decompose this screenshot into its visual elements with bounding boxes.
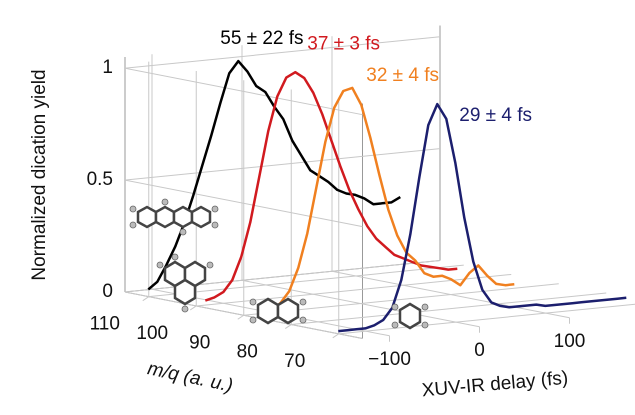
mq-tick-label: 80 <box>237 342 258 363</box>
grid-line <box>338 303 635 335</box>
series-line <box>204 70 458 302</box>
grid-line <box>196 273 512 307</box>
series-line <box>338 102 627 333</box>
curve-layer <box>147 59 627 333</box>
grid-line <box>124 36 441 69</box>
series-annotation: 37 ± 3 fs <box>307 33 380 54</box>
grid-line <box>124 148 441 181</box>
mq-tick <box>237 314 245 320</box>
x-tick-label: 100 <box>554 331 586 352</box>
y-tick-label: 1 <box>102 57 113 78</box>
mq-tick <box>142 296 150 302</box>
x-tick-label: −100 <box>368 349 411 370</box>
mq-tick-label: 100 <box>136 323 168 344</box>
x-axis-title: XUV-IR delay (fs) <box>421 368 569 402</box>
benzene-icon <box>391 302 429 330</box>
y-tick-label: 0.5 <box>87 169 113 190</box>
grid-line <box>148 264 464 298</box>
series-annotation: 55 ± 22 fs <box>220 28 303 49</box>
series-annotation: 32 ± 4 fs <box>366 65 439 86</box>
mq-tick <box>284 324 292 329</box>
x-tick-label: 0 <box>474 340 485 361</box>
series-line <box>261 86 515 318</box>
anthracene-icon <box>156 253 214 313</box>
y-axis-title: Normalized dication yield <box>29 69 50 280</box>
naphthalene-icon <box>249 297 307 325</box>
mq-tick <box>332 333 340 339</box>
mq-axis-title: m/q (a. u.) <box>146 358 235 397</box>
mq-tick-label: 90 <box>189 332 210 353</box>
mq-tick <box>189 305 197 311</box>
y-tick-label: 0 <box>102 281 113 302</box>
series-annotation: 29 ± 4 fs <box>459 105 532 126</box>
tetracene-icon <box>129 198 219 236</box>
grid-line <box>291 292 607 326</box>
mq-tick-label: 70 <box>284 351 305 372</box>
molecule-icons <box>129 198 429 330</box>
mq-tick-label: 110 <box>90 314 120 335</box>
